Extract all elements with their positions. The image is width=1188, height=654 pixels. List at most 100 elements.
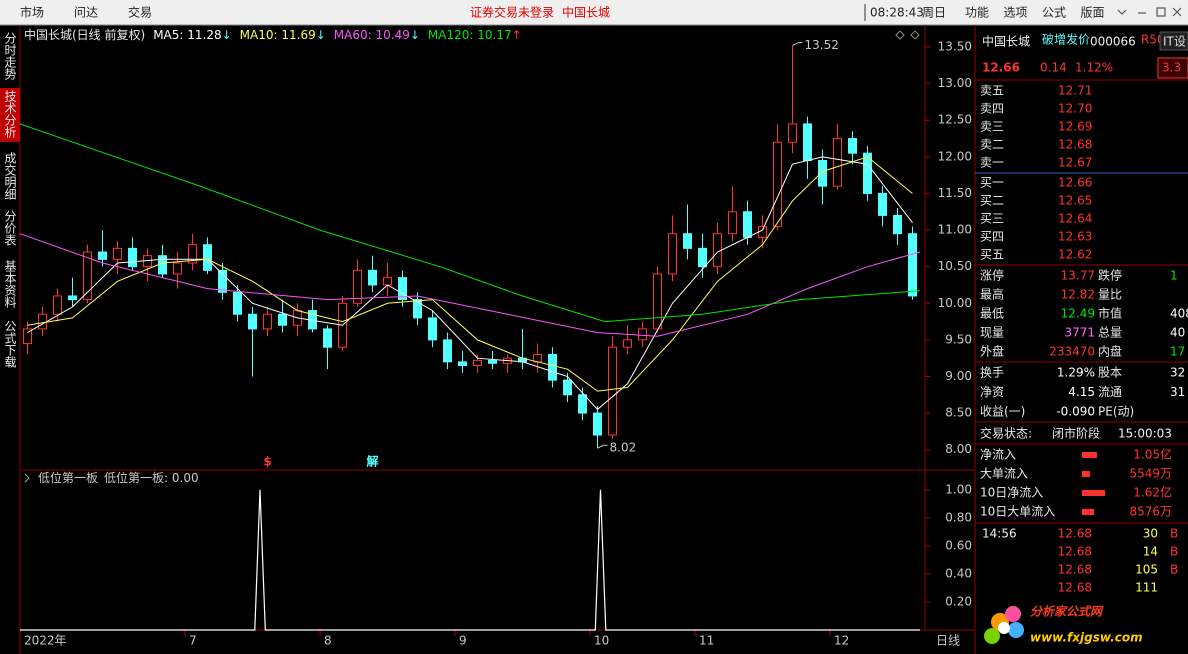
side-tab[interactable]: 成交明细 — [3, 152, 17, 200]
active-tab-bg — [0, 88, 20, 142]
book-label: 卖四 — [980, 102, 1004, 116]
book-price: 12.65 — [1058, 194, 1092, 208]
signal-marker: $ — [263, 455, 271, 469]
side-tab[interactable]: 公式下载 — [3, 320, 17, 369]
ma-line — [19, 233, 921, 337]
y-tick-label: 10.00 — [938, 296, 972, 310]
side-tab[interactable]: 分价表 — [3, 210, 17, 246]
window-controls — [864, 4, 1182, 21]
candle-body — [98, 251, 107, 260]
trade-price: 12.68 — [1058, 527, 1092, 541]
book-price: 12.66 — [1058, 176, 1092, 190]
stat-label: 净资 — [980, 385, 1004, 399]
flow-bar — [1082, 452, 1097, 458]
annotation-label: 13.52 — [805, 38, 839, 52]
status-phase: 闭市阶段 — [1052, 426, 1100, 441]
tool-menu[interactable]: 版面 — [1081, 6, 1105, 20]
legend-trend: ↓ — [222, 28, 232, 42]
legend-separator: : — [164, 471, 172, 485]
legend-trend: ↓ — [316, 28, 326, 42]
quote-code: 000066 — [1090, 35, 1136, 49]
maximize-icon[interactable] — [1156, 7, 1166, 17]
book-label: 卖一 — [980, 156, 1004, 170]
candle-body — [803, 123, 812, 162]
top-bar — [0, 0, 1188, 25]
tool-menu[interactable]: 功能 — [965, 6, 989, 20]
y-tick-label: 13.00 — [938, 76, 972, 90]
stat-label: 市值 — [1098, 306, 1122, 321]
tool-menu[interactable]: 选项 — [1004, 6, 1028, 20]
y-tick-label: 0.80 — [945, 510, 972, 524]
stat-value: 233470 — [1049, 345, 1095, 359]
legend-value: 11.28 — [187, 28, 221, 42]
petal — [1008, 622, 1024, 638]
candle-body — [668, 233, 677, 275]
menu-item[interactable]: 市场 — [20, 5, 44, 20]
book-price: 12.71 — [1058, 84, 1092, 98]
y-tick-label: 10.50 — [938, 259, 972, 273]
candle-body — [563, 379, 572, 396]
candle-body — [878, 192, 887, 216]
side-tab[interactable]: 分时走势 — [3, 32, 17, 80]
candle-body — [53, 295, 62, 315]
flow-bar — [1082, 490, 1105, 496]
y-tick-label: 8.50 — [945, 406, 972, 420]
chart-options-icon[interactable] — [895, 30, 920, 40]
x-tick-label: 2022年 — [24, 634, 67, 648]
candle-body — [728, 211, 737, 235]
side-tab[interactable]: 基本资料 — [3, 260, 17, 308]
menu-item[interactable]: 问达 — [74, 6, 98, 20]
legend-trend: ↑ — [512, 28, 522, 42]
stat-label: 收益(一) — [980, 405, 1025, 419]
flow-value: 8576万 — [1129, 505, 1172, 519]
candle-body — [458, 361, 467, 367]
side-tab[interactable]: 技术分析 — [3, 90, 17, 139]
book-price: 12.70 — [1058, 102, 1092, 116]
candle-body — [473, 359, 482, 367]
stat-value: 13.77 — [1061, 269, 1095, 283]
close-icon[interactable] — [1172, 7, 1182, 17]
stock-name: 中国长城 — [562, 5, 610, 20]
watermark-url: www.fxjgsw.com — [1030, 631, 1143, 645]
ma-line — [27, 156, 913, 411]
stat-label: PE(动) — [1098, 405, 1134, 419]
trade-side: B — [1170, 545, 1178, 559]
candle-body — [848, 138, 857, 154]
quote-change: 0.14 — [1040, 61, 1067, 75]
candle-body — [353, 269, 362, 304]
trade-price: 12.68 — [1058, 563, 1092, 577]
quote-tag: 破增发价 — [1042, 32, 1090, 47]
legend-name: MA10 — [240, 28, 274, 42]
candle-body — [188, 244, 197, 264]
stat-label: 涨停 — [980, 268, 1004, 283]
candle-body — [203, 244, 212, 271]
stat-value: 31 — [1170, 385, 1185, 399]
stat-value: 12.82 — [1061, 288, 1095, 302]
candle-body — [578, 394, 587, 414]
book-label: 卖五 — [980, 84, 1004, 98]
candle-body — [773, 141, 782, 227]
x-tick-label: 9 — [459, 634, 467, 648]
tool-menu[interactable]: 公式 — [1042, 6, 1066, 20]
legend-value: 10.49 — [376, 28, 410, 42]
trade-volume: 105 — [1135, 563, 1158, 577]
stat-label: 量比 — [1098, 288, 1122, 302]
y-tick-label: 0.20 — [945, 594, 972, 608]
menu-item[interactable]: 交易 — [128, 5, 152, 20]
login-notice: 证券交易未登录 — [470, 5, 554, 20]
trade-time: 14:56 — [982, 527, 1017, 541]
status-label: 交易状态: — [980, 426, 1032, 441]
candle-body — [263, 313, 272, 330]
candle-body — [368, 269, 377, 286]
candle-body — [863, 152, 872, 194]
candle-body — [428, 317, 437, 341]
candle-body — [233, 291, 242, 315]
candle-body — [818, 160, 827, 187]
legend-name: MA120 — [428, 28, 469, 42]
stat-label: 股本 — [1098, 366, 1122, 380]
book-price: 12.62 — [1058, 248, 1092, 262]
menu-icon[interactable] — [1117, 9, 1127, 15]
